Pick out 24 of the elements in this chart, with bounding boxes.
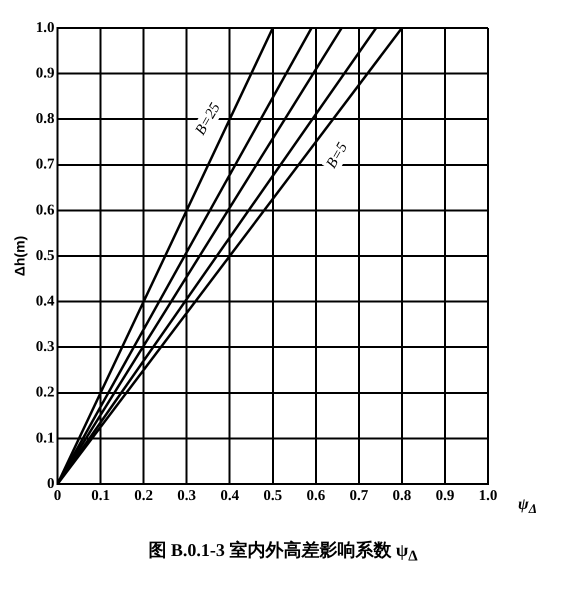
x-tick-label: 0.8	[392, 488, 412, 504]
x-tick-label: 0.5	[263, 488, 282, 504]
y-tick-label: 0.4	[36, 293, 56, 310]
x-axis-title: ψ$_{Δ}$	[518, 496, 538, 518]
y-tick-label: 0.9	[36, 65, 55, 82]
text: 图 B.0.1-3 室内外高差影响系数 ψ$_{Δ}$	[147, 539, 419, 566]
x-tick-label: 1.0	[478, 488, 498, 504]
x-tick-label: 0.9	[436, 488, 454, 504]
y-tick-label: 0.1	[36, 430, 55, 446]
y-tick-label: 0.7	[36, 156, 56, 173]
y-tick-label: 0.6	[36, 202, 56, 218]
y-axis-title: Δh(m)	[11, 236, 28, 276]
x-tick-label: 0.7	[349, 488, 369, 504]
y-tick-label: 0	[47, 476, 55, 492]
y-tick-label: 0.5	[36, 248, 55, 264]
x-tick-label: 0.6	[306, 488, 326, 504]
x-tick-label: 0.3	[177, 488, 196, 504]
y-tick-label: 0.3	[36, 339, 55, 356]
y-tick-label: 0.8	[36, 111, 55, 128]
x-tick-label: 0.1	[91, 488, 110, 504]
y-tick-label: 0.2	[36, 384, 55, 401]
x-tick-label: 0.4	[220, 488, 240, 504]
x-tick-label: 0.2	[134, 488, 154, 504]
y-tick-label: 1.0	[36, 20, 55, 36]
